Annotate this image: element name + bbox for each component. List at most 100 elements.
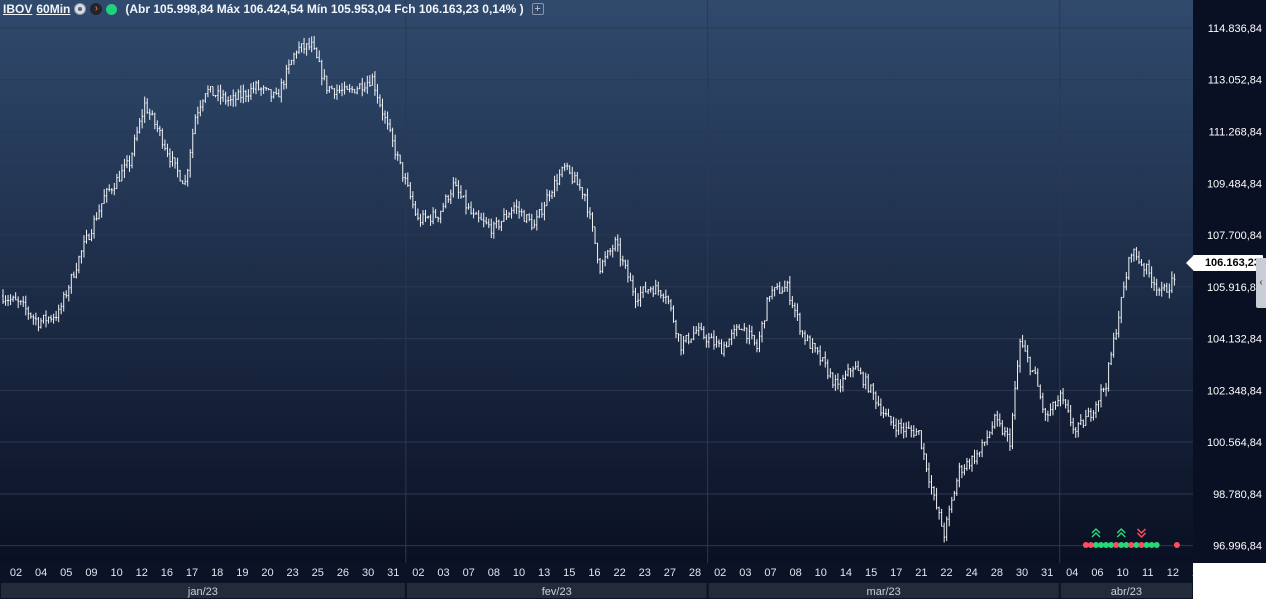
price-bar xyxy=(657,281,660,296)
price-bar xyxy=(1034,366,1037,375)
y-tick-label: 96.996,84 xyxy=(1213,541,1262,553)
collapse-handle-icon[interactable]: ‹ xyxy=(1256,258,1266,308)
price-bar xyxy=(599,257,602,275)
price-bar xyxy=(796,303,799,321)
price-bar xyxy=(358,83,361,90)
price-bar xyxy=(859,367,862,375)
price-bar xyxy=(1054,400,1057,410)
price-bar xyxy=(1127,256,1130,280)
price-bar xyxy=(869,384,872,394)
price-bar xyxy=(970,455,973,472)
ohlc-quote: (Abr 105.998,84 Máx 106.424,54 Mín 105.9… xyxy=(125,2,524,16)
price-bar xyxy=(647,289,650,294)
price-bar xyxy=(798,312,801,335)
price-bar xyxy=(115,173,118,190)
price-bar xyxy=(976,449,979,465)
x-tick-label: 14 xyxy=(840,567,852,579)
price-bar xyxy=(12,295,15,302)
price-bar xyxy=(313,35,316,50)
x-tick-label: 11 xyxy=(1142,567,1153,579)
price-bar xyxy=(867,373,870,393)
price-bar xyxy=(67,284,70,302)
price-bar xyxy=(836,373,839,390)
price-bar xyxy=(310,36,313,53)
price-bar xyxy=(758,331,761,353)
price-bar xyxy=(95,212,98,221)
last-price-tag: 106.163,23 xyxy=(1186,255,1263,271)
price-bar xyxy=(538,209,541,219)
price-bar xyxy=(1150,266,1153,289)
price-bar xyxy=(1024,340,1027,352)
price-bar xyxy=(884,408,887,417)
price-bar xyxy=(809,335,812,349)
x-tick-label: 15 xyxy=(865,567,877,579)
price-bar xyxy=(844,370,847,380)
price-bar xyxy=(695,326,698,335)
price-bar xyxy=(854,361,857,370)
price-bar xyxy=(214,94,217,98)
price-bar xyxy=(120,164,123,182)
y-tick-label: 105.916,84 xyxy=(1207,282,1262,294)
price-bar xyxy=(1165,282,1168,293)
settings-circle-icon[interactable] xyxy=(74,3,87,15)
price-bar xyxy=(189,149,192,178)
y-tick-label: 109.484,84 xyxy=(1207,178,1262,190)
x-tick-label: 05 xyxy=(60,567,72,579)
price-bar xyxy=(4,295,7,306)
price-bar xyxy=(761,321,763,343)
x-tick-label: 02 xyxy=(714,567,726,579)
price-bar xyxy=(778,281,781,294)
price-bar xyxy=(1089,408,1092,422)
price-bar xyxy=(287,59,290,75)
x-tick-label: 12 xyxy=(136,567,148,579)
price-bar xyxy=(728,338,731,347)
timeframe-label[interactable]: 60Min xyxy=(36,2,71,16)
price-bar xyxy=(399,154,402,165)
price-bar xyxy=(260,87,263,96)
price-bar xyxy=(566,162,569,171)
sell-signal-icon xyxy=(1136,528,1147,539)
x-tick-label: 10 xyxy=(815,567,827,579)
price-bar xyxy=(922,443,925,460)
price-bar xyxy=(1087,407,1090,418)
price-bar xyxy=(384,110,387,124)
x-tick-label: 07 xyxy=(463,567,475,579)
price-bar xyxy=(629,272,632,282)
price-bar xyxy=(740,328,743,331)
price-bar xyxy=(938,506,941,520)
price-bar xyxy=(85,229,88,244)
price-bar xyxy=(662,293,665,303)
price-bar xyxy=(862,371,865,389)
price-bar xyxy=(852,366,855,378)
price-bar xyxy=(391,127,394,148)
price-bar xyxy=(361,77,364,97)
price-bar xyxy=(578,178,581,191)
price-bar xyxy=(1155,278,1158,296)
price-bar xyxy=(330,85,333,90)
arrow-icon[interactable]: › xyxy=(90,3,103,15)
price-bar xyxy=(389,118,392,133)
price-bar xyxy=(153,112,156,130)
price-bar xyxy=(439,210,442,224)
x-tick-label: 02 xyxy=(10,567,22,579)
price-bar xyxy=(70,273,73,294)
price-bar xyxy=(920,430,923,450)
price-bar xyxy=(60,302,63,315)
symbol-label[interactable]: IBOV xyxy=(3,2,33,16)
price-bar xyxy=(563,162,566,172)
price-bar xyxy=(685,334,688,343)
price-bar xyxy=(401,162,404,182)
price-bar xyxy=(707,332,710,348)
price-bar xyxy=(753,334,756,346)
signal-dot xyxy=(1148,542,1155,548)
signal-dot xyxy=(1092,542,1099,548)
x-tick-label: 06 xyxy=(1091,567,1103,579)
price-bar xyxy=(1031,369,1034,373)
add-icon[interactable]: + xyxy=(531,3,544,15)
price-bar xyxy=(1143,262,1146,278)
axis-corner xyxy=(1193,563,1266,599)
price-bar xyxy=(108,184,111,192)
price-bar xyxy=(275,87,278,95)
price-bar xyxy=(209,86,212,93)
